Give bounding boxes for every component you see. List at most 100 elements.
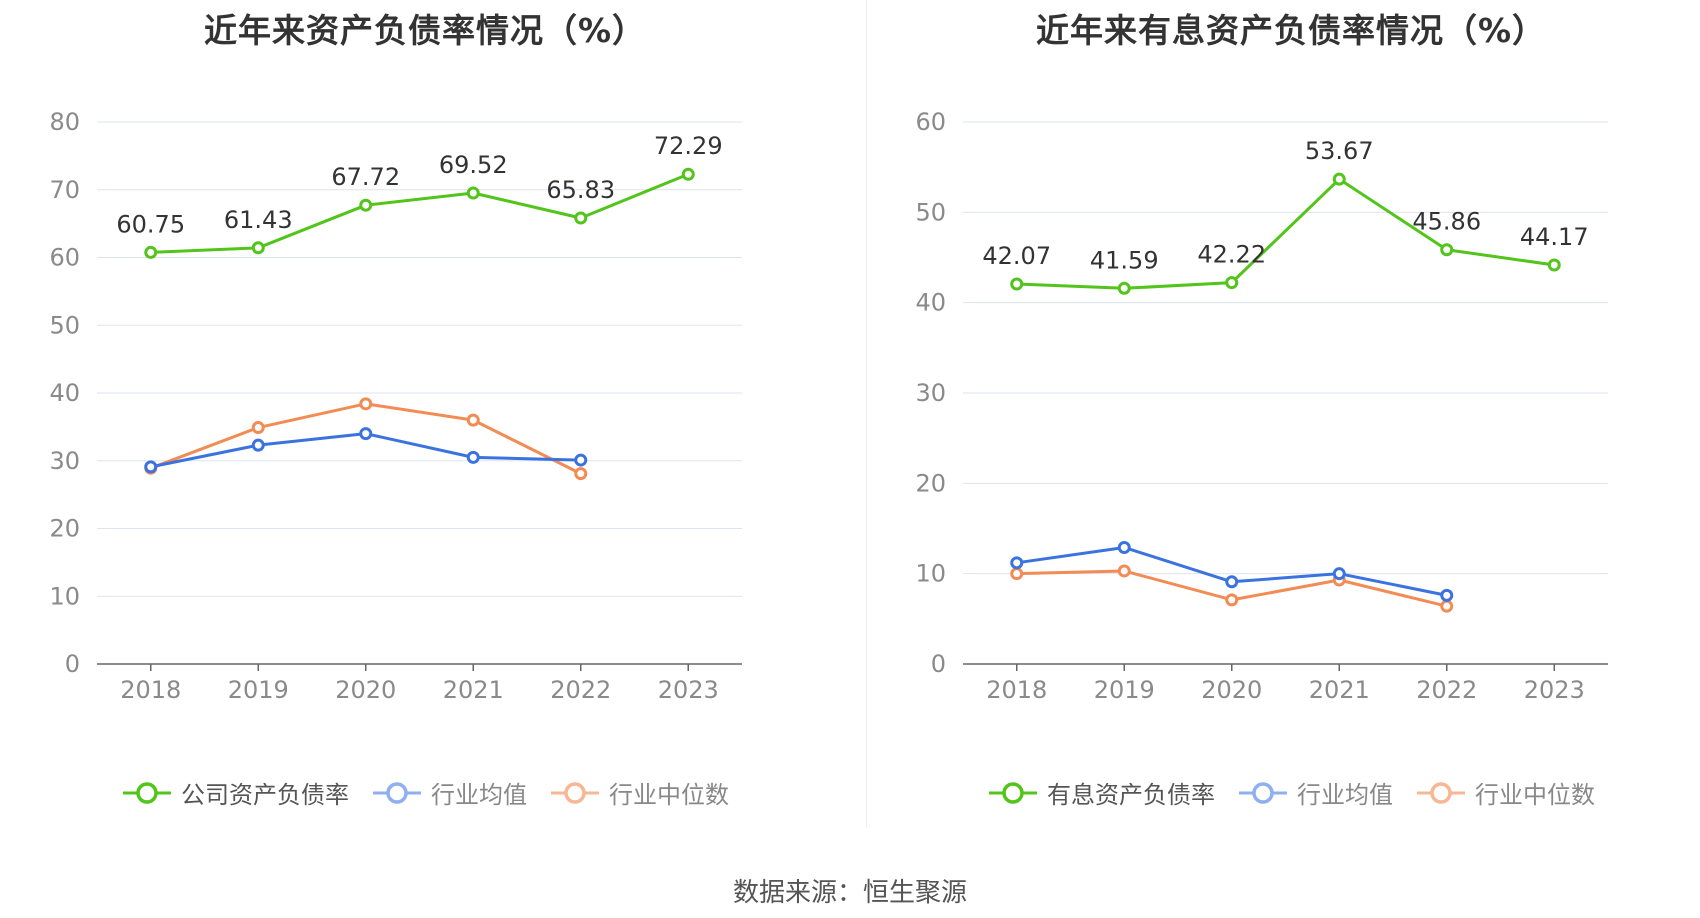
chart-panel-debt-ratio: 近年来资产负债率情况（%） 0 10 20 30 40 50 60 70 80 2018 2019 2… xyxy=(0,0,850,830)
y-tick-label: 60 xyxy=(49,244,80,272)
data-point[interactable] xyxy=(1547,258,1561,272)
y-tick-label: 50 xyxy=(915,198,946,226)
data-point[interactable] xyxy=(1225,276,1239,290)
series-line xyxy=(1016,177,1555,290)
legend-item[interactable]: 行业均值 xyxy=(1237,775,1393,810)
data-label: 42.07 xyxy=(982,242,1051,270)
data-point[interactable] xyxy=(466,186,480,200)
data-point[interactable] xyxy=(359,397,373,411)
data-point[interactable] xyxy=(1440,588,1454,602)
data-label: 42.22 xyxy=(1197,241,1266,269)
y-tick-label: 50 xyxy=(49,311,80,339)
legend-item[interactable]: 行业中位数 xyxy=(1415,775,1595,810)
data-point[interactable] xyxy=(1332,172,1346,186)
line-chart-debt-ratio: 0 10 20 30 40 50 60 70 80 2018 2019 2020 2021 2022 202… xyxy=(49,108,742,704)
legend-label: 行业均值 xyxy=(1297,781,1393,809)
legend-label: 行业中位数 xyxy=(609,781,729,809)
legend-label: 行业中位数 xyxy=(1475,781,1595,809)
y-tick-label: 40 xyxy=(915,289,946,317)
y-tick-label: 20 xyxy=(49,515,80,543)
data-label: 44.17 xyxy=(1520,223,1589,251)
y-tick-label: 70 xyxy=(49,176,80,204)
legend-line-marker-icon xyxy=(1417,781,1465,804)
data-point[interactable] xyxy=(1117,540,1131,554)
x-tick-label: 2023 xyxy=(1524,676,1585,704)
data-point[interactable] xyxy=(1440,243,1454,257)
y-tick-label: 0 xyxy=(931,650,946,678)
legend-line-marker-icon xyxy=(989,781,1037,804)
data-point[interactable] xyxy=(1117,564,1131,578)
data-label: 72.29 xyxy=(654,132,723,160)
data-source-note: 数据来源：恒生聚源 xyxy=(732,878,967,908)
legend-item[interactable]: 有息资产负债率 xyxy=(987,775,1215,810)
data-point[interactable] xyxy=(251,241,265,255)
data-point[interactable] xyxy=(466,413,480,427)
data-point[interactable] xyxy=(574,453,588,467)
data-point[interactable] xyxy=(1440,599,1454,613)
legend-item[interactable]: 行业均值 xyxy=(371,775,527,810)
legend-label: 有息资产负债率 xyxy=(1047,781,1215,809)
y-tick-label: 10 xyxy=(49,582,80,610)
x-tick-label: 2020 xyxy=(1201,676,1262,704)
legend-item[interactable]: 公司资产负债率 xyxy=(121,775,349,810)
data-point[interactable] xyxy=(144,245,158,259)
data-point[interactable] xyxy=(1117,281,1131,295)
y-tick-label: 40 xyxy=(49,379,80,407)
data-point[interactable] xyxy=(681,167,695,181)
data-label: 65.83 xyxy=(546,176,615,204)
x-tick-label: 2021 xyxy=(443,676,504,704)
data-point[interactable] xyxy=(251,421,265,435)
data-point[interactable] xyxy=(574,211,588,225)
legend-item[interactable]: 行业中位数 xyxy=(549,775,729,810)
data-point[interactable] xyxy=(251,438,265,452)
y-tick-label: 0 xyxy=(65,650,80,678)
data-label: 41.59 xyxy=(1090,246,1159,274)
chart-title: 近年来资产负债率情况（%） xyxy=(203,11,647,50)
data-label: 61.43 xyxy=(224,206,293,234)
chart-legend: 有息资产负债率 行业均值 行业中位数 xyxy=(866,775,1700,810)
data-label: 60.75 xyxy=(116,210,185,238)
data-point[interactable] xyxy=(1332,567,1346,581)
data-label: 53.67 xyxy=(1305,137,1374,165)
data-point[interactable] xyxy=(359,198,373,212)
chart-title: 近年来有息资产负债率情况（%） xyxy=(1035,11,1547,50)
data-point[interactable] xyxy=(1010,567,1024,581)
legend-label: 行业均值 xyxy=(431,781,527,809)
y-tick-label: 30 xyxy=(49,447,80,475)
legend-label: 公司资产负债率 xyxy=(181,781,349,809)
x-tick-label: 2019 xyxy=(228,676,289,704)
x-tick-label: 2018 xyxy=(986,676,1047,704)
data-point[interactable] xyxy=(1010,556,1024,570)
chart-legend: 公司资产负债率 行业均值 行业中位数 xyxy=(0,775,850,810)
data-point[interactable] xyxy=(466,450,480,464)
line-chart-interest-bearing-debt-ratio: 0 10 20 30 40 50 60 2018 2019 2020 2021 2022 2023 42.… xyxy=(915,108,1608,704)
y-tick-label: 20 xyxy=(915,469,946,497)
data-point[interactable] xyxy=(359,427,373,441)
panel-divider xyxy=(866,0,867,828)
data-point[interactable] xyxy=(1010,277,1024,291)
y-tick-label: 60 xyxy=(915,108,946,136)
data-point[interactable] xyxy=(1225,575,1239,589)
x-tick-label: 2020 xyxy=(335,676,396,704)
y-tick-label: 80 xyxy=(49,108,80,136)
legend-line-marker-icon xyxy=(123,781,171,804)
legend-line-marker-icon xyxy=(551,781,599,804)
data-label: 45.86 xyxy=(1412,208,1481,236)
data-point[interactable] xyxy=(574,467,588,481)
data-point[interactable] xyxy=(1225,593,1239,607)
chart-panel-interest-bearing-debt-ratio: 近年来有息资产负债率情况（%） 0 10 20 30 40 50 60 2018 2019 202… xyxy=(866,0,1700,830)
series-line xyxy=(150,172,689,254)
x-tick-label: 2022 xyxy=(550,676,611,704)
x-tick-label: 2019 xyxy=(1094,676,1155,704)
x-tick-label: 2022 xyxy=(1416,676,1477,704)
x-tick-label: 2018 xyxy=(120,676,181,704)
y-tick-label: 30 xyxy=(915,379,946,407)
y-tick-label: 10 xyxy=(915,560,946,588)
x-tick-label: 2023 xyxy=(658,676,719,704)
legend-line-marker-icon xyxy=(1239,781,1287,804)
data-label: 69.52 xyxy=(439,151,508,179)
data-label: 67.72 xyxy=(331,163,400,191)
data-point[interactable] xyxy=(144,460,158,474)
legend-line-marker-icon xyxy=(373,781,421,804)
x-tick-label: 2021 xyxy=(1309,676,1370,704)
